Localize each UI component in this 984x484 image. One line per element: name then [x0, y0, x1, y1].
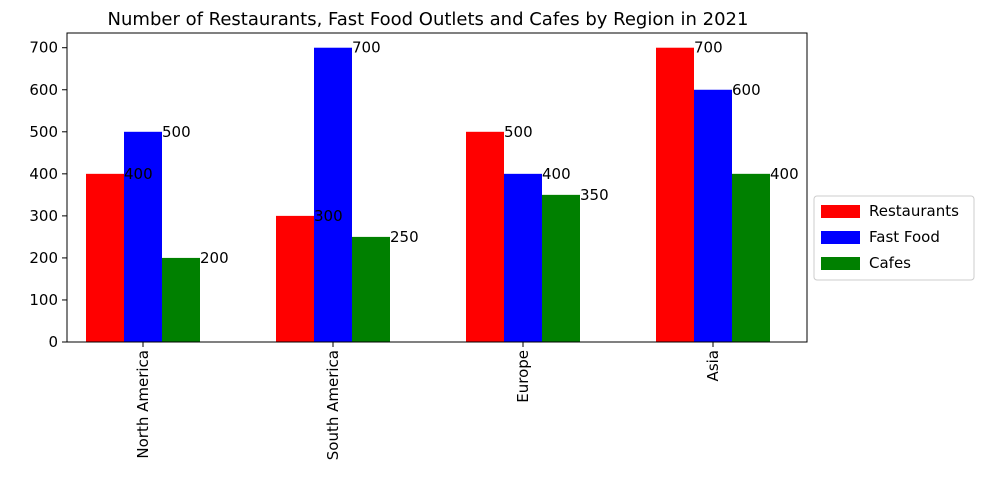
legend-label: Restaurants [869, 202, 959, 220]
legend: Restaurants Fast Food Cafes [813, 195, 975, 281]
data-label: 300 [314, 207, 343, 225]
chart-title: Number of Restaurants, Fast Food Outlets… [108, 9, 749, 30]
y-tick-label: 0 [48, 333, 58, 351]
bar [352, 236, 390, 342]
bar [694, 89, 732, 343]
data-label: 400 [770, 165, 799, 183]
y-tick-label: 700 [29, 39, 58, 57]
bars-group [86, 47, 770, 343]
data-label: 200 [200, 249, 229, 267]
bar [86, 173, 124, 342]
data-label: 600 [732, 81, 761, 99]
y-axis: 0 100 200 300 400 500 600 700 [29, 39, 67, 351]
data-label: 500 [504, 123, 533, 141]
data-labels-group: 400 500 200 300 700 250 500 400 350 700 600 400 [124, 39, 799, 267]
bar [656, 47, 694, 342]
bar [124, 131, 162, 342]
bar [504, 173, 542, 342]
plot-area-frame [66, 32, 808, 343]
legend-label: Fast Food [869, 228, 940, 246]
x-axis: North America South America Europe Asia [134, 342, 722, 460]
x-tick-label: Asia [704, 350, 722, 381]
bar [162, 257, 200, 342]
x-tick-label: Europe [514, 350, 532, 403]
data-label: 700 [694, 39, 723, 57]
legend-swatch [821, 257, 860, 270]
y-tick-label: 500 [29, 123, 58, 141]
data-label: 400 [124, 165, 153, 183]
data-label: 250 [390, 228, 419, 246]
bar [542, 194, 580, 342]
y-tick-label: 100 [29, 291, 58, 309]
y-tick-label: 400 [29, 165, 58, 183]
bar [732, 173, 770, 342]
legend-label: Cafes [869, 254, 911, 272]
data-label: 400 [542, 165, 571, 183]
data-label: 350 [580, 186, 609, 204]
bar [276, 215, 314, 342]
legend-swatch [821, 231, 860, 244]
y-tick-label: 600 [29, 81, 58, 99]
y-tick-label: 200 [29, 249, 58, 267]
data-label: 700 [352, 39, 381, 57]
bar [314, 47, 352, 342]
data-label: 500 [162, 123, 191, 141]
x-tick-label: South America [324, 350, 342, 460]
bar [466, 131, 504, 342]
y-tick-label: 300 [29, 207, 58, 225]
x-tick-label: North America [134, 350, 152, 459]
legend-swatch [821, 205, 860, 218]
